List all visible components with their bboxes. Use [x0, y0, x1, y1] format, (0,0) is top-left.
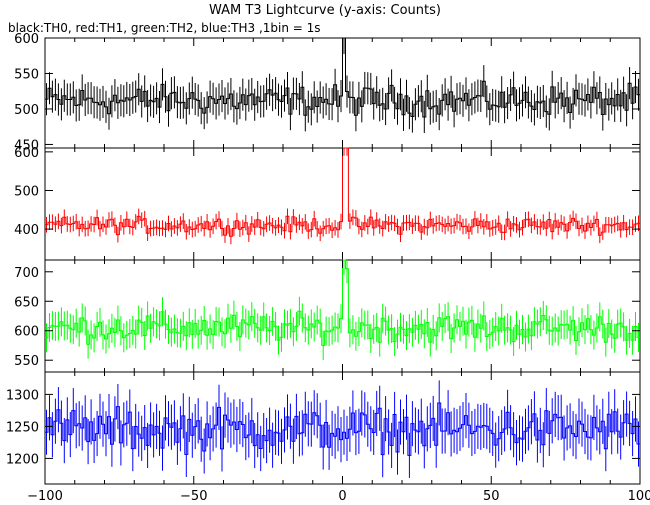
chart-title: WAM T3 Lightcurve (y-axis: Counts): [209, 3, 441, 18]
x-tick-label: 0: [338, 489, 346, 504]
x-tick-label: 100: [628, 489, 650, 504]
y-tick-label: 550: [14, 67, 39, 82]
panels: 450 500 550 600 400 500 600 550 600 650 700 1200 125…: [6, 32, 641, 485]
x-tick-label: −50: [180, 489, 207, 504]
error-bars-TH0: [46, 38, 639, 133]
y-tick-label: 500: [14, 103, 39, 118]
y-tick-label: 1200: [6, 452, 39, 467]
y-tick-label: 450: [14, 138, 39, 153]
series-TH2: [45, 259, 640, 346]
y-tick-label: 1300: [6, 388, 39, 403]
panel-TH3: 1200 1250 1300: [6, 371, 641, 485]
panel-TH2: 550 600 650 700: [14, 259, 641, 373]
y-tick-label: 600: [14, 325, 39, 340]
y-tick-label: 400: [14, 223, 39, 238]
x-tick-label: −100: [27, 489, 63, 504]
chart-subtitle: black:TH0, red:TH1, green:TH2, blue:TH3 …: [8, 21, 321, 35]
y-tick-label: 600: [14, 146, 39, 161]
y-tick-label: 600: [14, 32, 39, 47]
series-TH0: [45, 37, 640, 118]
series-TH3: [45, 402, 640, 456]
y-tick-label: 500: [14, 184, 39, 199]
y-tick-label: 1250: [6, 420, 39, 435]
error-bars-TH2: [46, 260, 639, 360]
panel-TH0: 450 500 550 600: [14, 32, 641, 153]
x-tick-label: 50: [483, 489, 500, 504]
panel-TH1: 400 500 600: [14, 146, 641, 261]
y-tick-label: 700: [14, 266, 39, 281]
series-TH1: [45, 147, 640, 237]
error-bars-TH3: [46, 380, 639, 478]
y-tick-label: 650: [14, 295, 39, 310]
y-tick-label: 550: [14, 354, 39, 369]
x-axis: −100 −50 0 50 100: [27, 489, 650, 504]
